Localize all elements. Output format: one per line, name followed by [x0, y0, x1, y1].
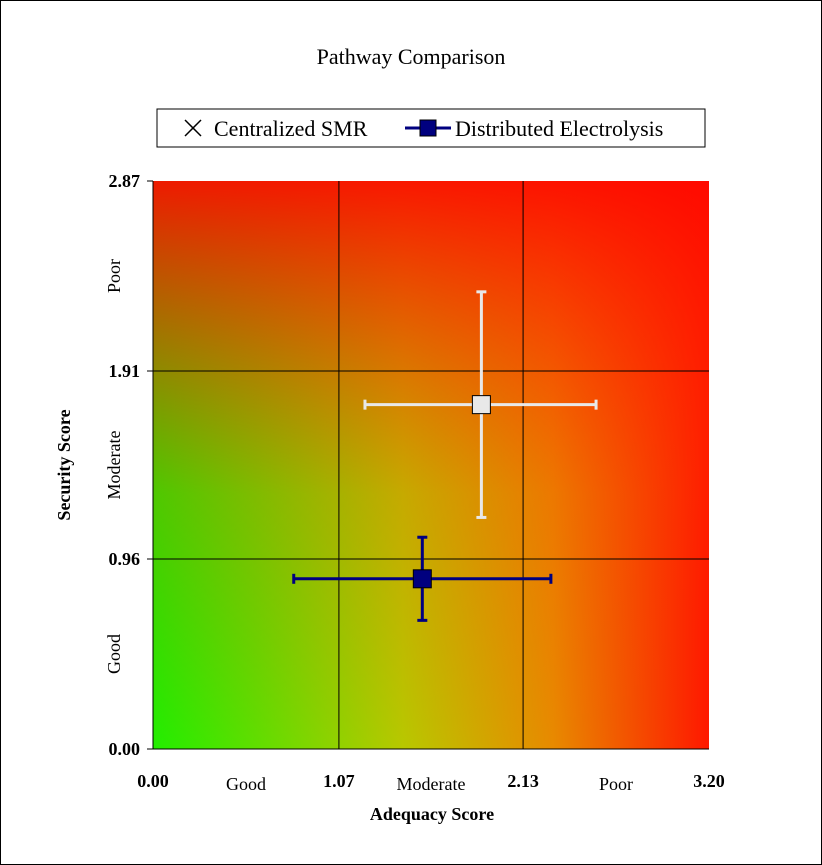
x-tick-label: 2.13	[507, 771, 539, 791]
legend-label-distributed-electrolysis: Distributed Electrolysis	[455, 116, 663, 141]
x-axis-ticks: 0.00 1.07 2.13 3.20 Good Moderate Poor	[137, 771, 725, 794]
legend: Centralized SMR Distributed Electrolysis	[156, 108, 706, 148]
series-distributed-electrolysis	[292, 535, 553, 622]
plot-area	[147, 180, 709, 750]
x-tick-label: 0.00	[137, 771, 169, 791]
y-tick-label: 1.91	[109, 361, 141, 381]
y-category-label: Poor	[104, 259, 124, 293]
plot-background-overlay	[153, 181, 709, 749]
x-category-label: Poor	[599, 774, 633, 794]
x-category-label: Good	[226, 774, 266, 794]
x-tick-label: 1.07	[323, 771, 355, 791]
y-axis-ticks: 0.00 0.96 1.91 2.87 Good Moderate Poor	[104, 171, 140, 759]
y-tick-label: 0.96	[109, 549, 141, 569]
y-category-label: Good	[104, 634, 124, 674]
chart-title: Pathway Comparison	[317, 44, 506, 69]
x-tick-label: 3.20	[693, 771, 725, 791]
y-tick-label: 2.87	[109, 171, 141, 191]
legend-label-centralized-smr: Centralized SMR	[214, 116, 368, 141]
legend-marker-centralized-smr	[184, 119, 202, 137]
legend-marker-distributed-electrolysis	[405, 119, 451, 137]
y-axis-title: Security Score	[54, 409, 74, 520]
x-axis-title: Adequacy Score	[370, 804, 494, 824]
y-category-label: Moderate	[104, 431, 124, 500]
series-centralized-smr	[363, 290, 598, 519]
x-category-label: Moderate	[397, 774, 466, 794]
legend-box	[156, 108, 706, 148]
y-tick-label: 0.00	[109, 739, 141, 759]
data-point	[412, 569, 432, 589]
data-point	[471, 395, 491, 415]
